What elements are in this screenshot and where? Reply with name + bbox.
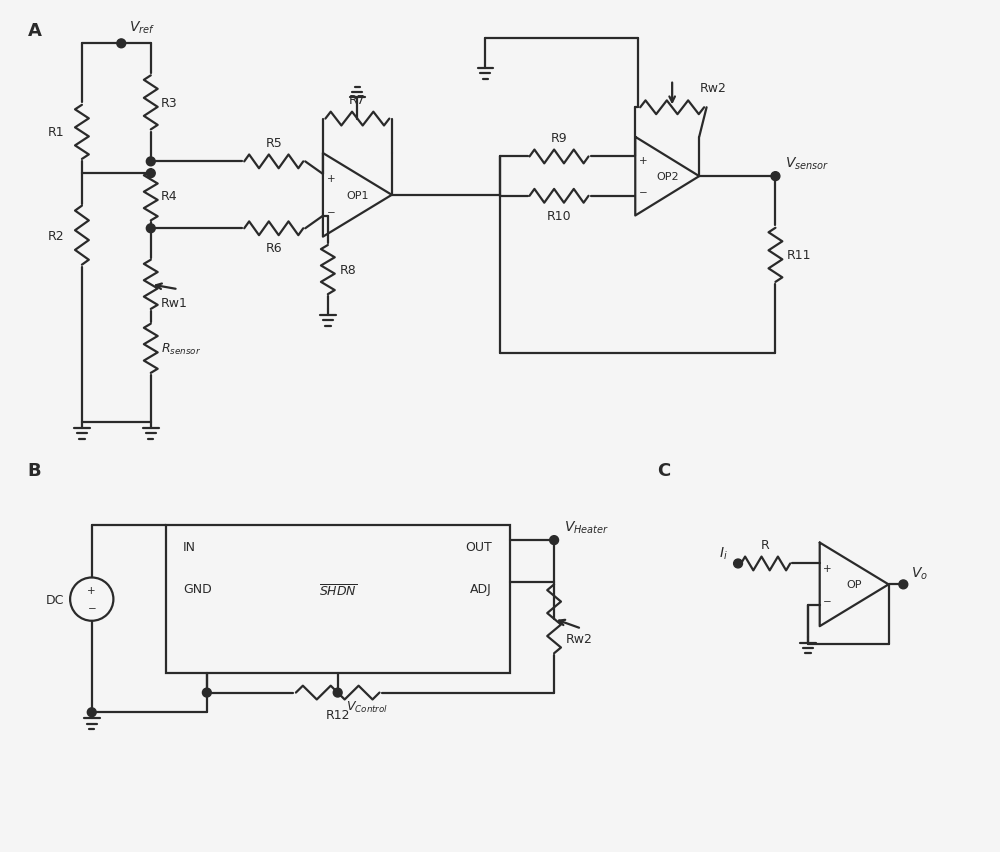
Text: C: C xyxy=(657,462,671,480)
Text: $V_{Control}$: $V_{Control}$ xyxy=(346,699,388,714)
Circle shape xyxy=(146,225,155,233)
Text: −: − xyxy=(639,187,648,198)
Text: −: − xyxy=(87,603,96,613)
Text: R6: R6 xyxy=(265,242,282,255)
Text: R2: R2 xyxy=(48,229,64,242)
Text: R4: R4 xyxy=(161,190,177,203)
Text: $V_{ref}$: $V_{ref}$ xyxy=(129,20,155,37)
Circle shape xyxy=(146,158,155,167)
Text: $\overline{SHDN}$: $\overline{SHDN}$ xyxy=(319,583,357,598)
Text: +: + xyxy=(639,156,647,166)
Circle shape xyxy=(202,688,211,697)
Text: ADJ: ADJ xyxy=(470,583,492,596)
Text: $V_{sensor}$: $V_{sensor}$ xyxy=(785,156,829,172)
Circle shape xyxy=(550,536,559,545)
Text: R12: R12 xyxy=(325,709,350,722)
Text: OP1: OP1 xyxy=(346,191,369,200)
Text: R1: R1 xyxy=(48,126,64,139)
Text: Rw1: Rw1 xyxy=(161,296,187,310)
Text: +: + xyxy=(823,563,832,573)
Text: B: B xyxy=(28,462,41,480)
Text: $V_o$: $V_o$ xyxy=(911,566,928,582)
Bar xyxy=(166,526,510,673)
Text: Rw2: Rw2 xyxy=(700,83,727,95)
Text: −: − xyxy=(326,207,335,217)
Text: $I_i$: $I_i$ xyxy=(719,544,728,561)
Text: $R_{sensor}$: $R_{sensor}$ xyxy=(161,342,201,356)
Circle shape xyxy=(734,560,742,568)
Circle shape xyxy=(899,580,908,589)
Text: $V_{Heater}$: $V_{Heater}$ xyxy=(564,519,609,536)
Text: DC: DC xyxy=(46,593,64,606)
Text: Rw2: Rw2 xyxy=(566,632,593,645)
Text: GND: GND xyxy=(183,583,212,596)
Text: R: R xyxy=(761,538,770,551)
Text: R11: R11 xyxy=(787,249,812,262)
Text: −: − xyxy=(823,596,832,607)
Text: OUT: OUT xyxy=(465,540,492,554)
Circle shape xyxy=(117,40,126,49)
Text: R7: R7 xyxy=(349,94,366,106)
Circle shape xyxy=(87,708,96,717)
Text: R9: R9 xyxy=(551,131,567,145)
Text: IN: IN xyxy=(183,540,196,554)
Circle shape xyxy=(333,688,342,697)
Text: R10: R10 xyxy=(547,210,571,222)
Text: OP2: OP2 xyxy=(656,172,679,182)
Text: +: + xyxy=(87,585,96,596)
Text: A: A xyxy=(28,21,42,40)
Circle shape xyxy=(146,170,155,178)
Text: R3: R3 xyxy=(161,97,177,110)
Text: +: + xyxy=(326,174,335,184)
Text: R5: R5 xyxy=(265,136,282,149)
Text: OP: OP xyxy=(846,579,862,590)
Circle shape xyxy=(771,172,780,181)
Text: R8: R8 xyxy=(340,264,356,277)
